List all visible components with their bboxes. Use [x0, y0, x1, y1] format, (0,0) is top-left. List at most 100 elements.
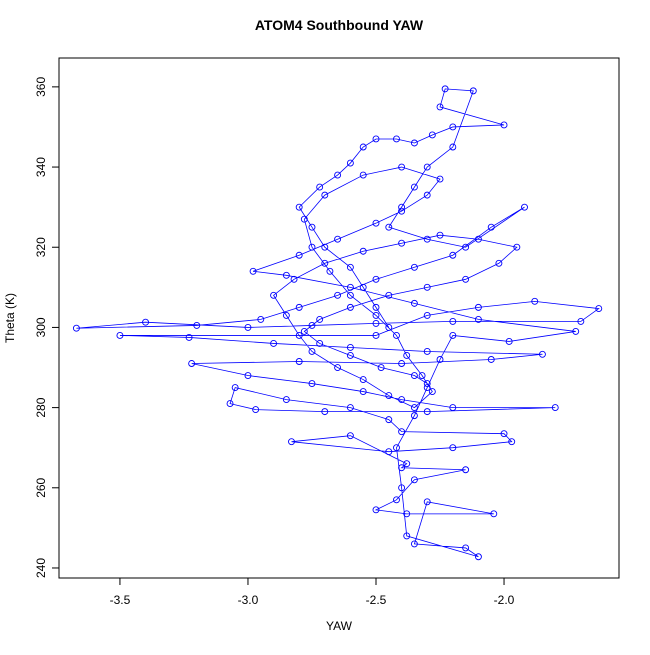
data-point [449, 123, 457, 131]
data-point [474, 553, 482, 561]
data-point [295, 331, 303, 339]
data-point [577, 317, 585, 325]
data-point [334, 235, 342, 243]
data-point [346, 303, 354, 311]
data-point [423, 283, 431, 291]
data-point [410, 540, 418, 548]
data-point [295, 303, 303, 311]
data-point [308, 380, 316, 388]
data-point [321, 408, 329, 416]
data-point [372, 331, 380, 339]
data-point [359, 376, 367, 383]
data-point [423, 191, 431, 199]
data-point [385, 223, 393, 231]
data-point [398, 203, 406, 211]
data-point [290, 275, 298, 283]
data-point [385, 323, 393, 331]
data-point [270, 340, 278, 347]
data-point [410, 372, 418, 379]
data-point [321, 191, 329, 199]
data-point [500, 121, 508, 129]
data-point [231, 384, 239, 392]
data-point [334, 364, 342, 371]
data-point [398, 428, 406, 436]
data-point [346, 344, 354, 351]
data-point [423, 311, 431, 319]
data-point [295, 358, 303, 365]
data-point [244, 323, 252, 331]
data-point [410, 139, 418, 147]
y-tick-label: 240 [34, 558, 48, 578]
data-point [462, 275, 470, 283]
data-point [436, 175, 444, 183]
x-tick-label: -2.5 [366, 593, 387, 607]
data-point [393, 331, 400, 339]
data-point [462, 243, 470, 251]
data-point [398, 239, 406, 247]
data-point [505, 338, 513, 345]
data-point [321, 259, 329, 267]
data-point [295, 203, 303, 211]
data-point [423, 235, 431, 243]
data-point [398, 163, 406, 171]
data-point [469, 87, 477, 95]
data-point [403, 532, 411, 540]
data-point [334, 291, 342, 299]
y-tick-label: 360 [34, 77, 48, 97]
data-point [531, 297, 539, 305]
y-axis-label: Theta (K) [3, 293, 17, 343]
data-point [410, 183, 418, 191]
data-point [495, 259, 503, 267]
data-point [300, 215, 308, 223]
data-point [508, 438, 516, 446]
data-point [487, 356, 495, 363]
data-point [316, 315, 324, 323]
data-point [423, 384, 431, 392]
data-point [428, 388, 436, 396]
data-point [418, 372, 426, 379]
y-tick-label: 280 [34, 397, 48, 417]
data-point [346, 283, 354, 291]
data-point [490, 510, 498, 518]
data-point [436, 231, 444, 239]
data-point [359, 171, 367, 179]
data-point [372, 275, 380, 283]
data-point [449, 143, 457, 151]
data-point [372, 506, 380, 514]
data-point [398, 464, 406, 472]
data-point [423, 408, 431, 416]
data-point [72, 324, 80, 332]
plot-frame [58, 57, 620, 579]
data-point [423, 380, 431, 388]
data-point [398, 207, 406, 215]
data-point [316, 183, 324, 191]
data-point [393, 135, 400, 143]
data-point [308, 321, 316, 329]
data-point [428, 131, 436, 139]
data-point [326, 267, 334, 275]
data-point [423, 498, 431, 506]
data-point [423, 348, 431, 355]
data-point [372, 311, 380, 319]
data-point [193, 321, 201, 329]
data-point [474, 303, 482, 311]
y-tick-label: 260 [34, 477, 48, 497]
data-point [436, 356, 444, 363]
data-point [462, 466, 470, 474]
data-point [372, 303, 380, 311]
data-point [282, 271, 290, 279]
data-point [449, 317, 457, 325]
data-point [500, 430, 508, 438]
data-point [300, 327, 308, 335]
x-axis-label: YAW [326, 619, 353, 633]
data-point [295, 251, 303, 259]
data-point [346, 263, 354, 271]
data-point [334, 171, 342, 179]
data-point [359, 283, 367, 291]
data-point [449, 331, 457, 339]
data-point [116, 331, 124, 339]
data-point [403, 510, 411, 518]
data-point [449, 444, 457, 452]
